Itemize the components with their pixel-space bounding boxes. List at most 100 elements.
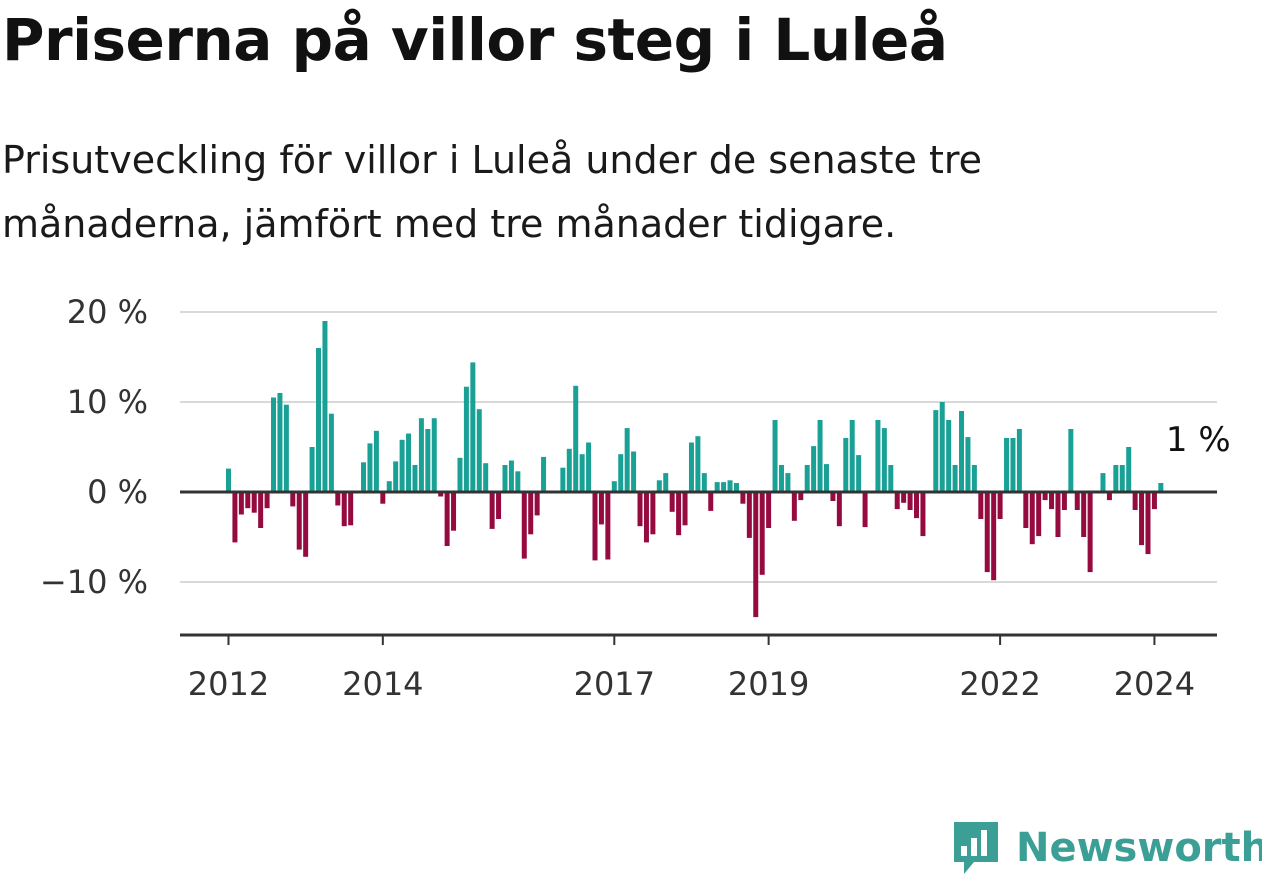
bar bbox=[611, 481, 617, 492]
bar bbox=[438, 492, 444, 497]
bar bbox=[894, 492, 900, 510]
bar bbox=[959, 411, 965, 492]
bar bbox=[888, 465, 894, 492]
bar bbox=[1068, 429, 1074, 492]
bar bbox=[631, 451, 637, 492]
bar bbox=[508, 460, 514, 492]
bar bbox=[579, 454, 585, 492]
bar bbox=[598, 492, 604, 525]
bar bbox=[676, 492, 682, 536]
bar bbox=[451, 492, 457, 531]
bar bbox=[367, 443, 373, 492]
bar bbox=[669, 492, 675, 512]
bar bbox=[811, 446, 817, 492]
bar bbox=[566, 448, 572, 492]
bar bbox=[483, 463, 489, 492]
bar bbox=[521, 492, 527, 559]
bar bbox=[656, 480, 662, 492]
bar bbox=[271, 397, 277, 492]
bar bbox=[515, 471, 521, 492]
bar bbox=[836, 492, 842, 527]
bar bbox=[1087, 492, 1093, 573]
bar bbox=[746, 492, 752, 538]
bar bbox=[772, 420, 778, 492]
bar bbox=[425, 429, 431, 492]
bar bbox=[277, 393, 283, 492]
bar bbox=[701, 473, 707, 492]
bar bbox=[624, 428, 630, 492]
bar bbox=[682, 492, 688, 526]
bar bbox=[1029, 492, 1035, 545]
bar bbox=[766, 492, 772, 528]
bar bbox=[528, 492, 534, 535]
bar bbox=[1016, 429, 1022, 492]
newsworthy-logo-icon bbox=[954, 822, 998, 874]
bar bbox=[1126, 447, 1132, 492]
bar bbox=[875, 420, 881, 492]
bar bbox=[721, 482, 727, 492]
bar bbox=[1036, 492, 1042, 537]
bar bbox=[290, 492, 296, 507]
bar bbox=[778, 465, 784, 492]
bar bbox=[386, 481, 392, 492]
bar bbox=[946, 420, 952, 492]
bar bbox=[1100, 473, 1106, 492]
bar bbox=[1158, 483, 1164, 492]
bar bbox=[753, 492, 759, 618]
bar bbox=[1132, 492, 1138, 510]
brand-logo[interactable]: Newsworthy bbox=[950, 818, 1262, 878]
bar bbox=[1042, 492, 1048, 501]
bar bbox=[849, 420, 855, 492]
bar bbox=[1113, 465, 1119, 492]
bar bbox=[785, 473, 791, 492]
bar bbox=[971, 465, 977, 492]
chart-subtitle: Prisutveckling för villor i Luleå under … bbox=[2, 128, 1202, 256]
bar bbox=[341, 492, 347, 527]
bar bbox=[335, 492, 341, 506]
bar bbox=[418, 418, 424, 492]
x-tick-label: 2014 bbox=[342, 665, 423, 703]
bar bbox=[817, 420, 823, 492]
bar bbox=[650, 492, 656, 535]
bar bbox=[264, 492, 270, 509]
subtitle-line-2: månaderna, jämfört med tre månader tidig… bbox=[2, 202, 897, 246]
bar bbox=[393, 461, 399, 492]
bar bbox=[463, 386, 469, 492]
bar bbox=[496, 492, 502, 519]
bar bbox=[412, 465, 418, 492]
bar bbox=[573, 385, 579, 492]
bar bbox=[309, 447, 315, 492]
bar bbox=[939, 402, 945, 492]
bar bbox=[907, 492, 913, 510]
bar bbox=[991, 492, 997, 581]
bar bbox=[1074, 492, 1080, 510]
bar bbox=[226, 468, 231, 492]
bar bbox=[637, 492, 643, 527]
bar bbox=[303, 492, 309, 557]
bar bbox=[586, 442, 592, 492]
bar bbox=[1119, 465, 1125, 492]
bar bbox=[920, 492, 926, 537]
bar bbox=[952, 465, 958, 492]
bar bbox=[804, 465, 810, 492]
bar bbox=[727, 480, 733, 492]
y-tick-label: 0 % bbox=[87, 473, 148, 511]
y-tick-label: −10 % bbox=[40, 563, 148, 601]
bar bbox=[316, 348, 322, 492]
bar-chart: 20 % 10 % 0 % −10 % 2012 2014 2017 2019 2022 2024… bbox=[40, 293, 1231, 703]
bar bbox=[881, 428, 887, 492]
bar bbox=[997, 492, 1003, 519]
bar bbox=[740, 492, 746, 504]
bar bbox=[534, 492, 540, 516]
bar bbox=[1145, 492, 1151, 555]
bar bbox=[1004, 438, 1010, 492]
bar bbox=[759, 492, 765, 575]
bar bbox=[380, 492, 386, 504]
brand-name: Newsworthy bbox=[1016, 825, 1262, 871]
bar bbox=[1106, 492, 1112, 501]
bar bbox=[714, 482, 720, 492]
bar bbox=[560, 467, 566, 492]
y-tick-label: 20 % bbox=[67, 293, 148, 331]
bar bbox=[695, 436, 701, 492]
bar bbox=[688, 442, 694, 492]
